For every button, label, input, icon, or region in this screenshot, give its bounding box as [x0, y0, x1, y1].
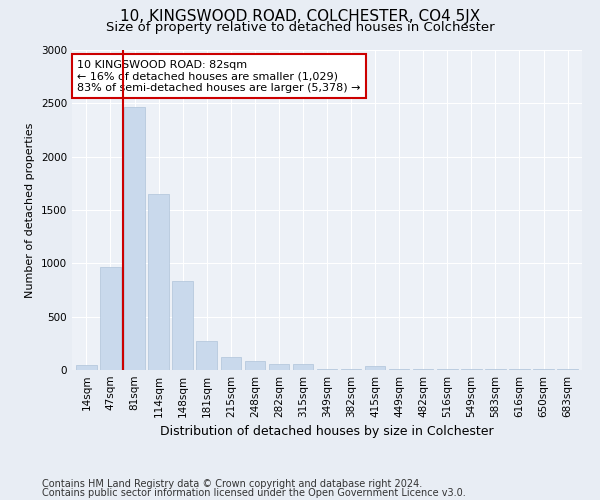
Bar [221, 357, 241, 370]
Bar [269, 364, 289, 370]
Bar [76, 364, 97, 370]
Text: 10 KINGSWOOD ROAD: 82sqm
← 16% of detached houses are smaller (1,029)
83% of sem: 10 KINGSWOOD ROAD: 82sqm ← 16% of detach… [77, 60, 361, 93]
Bar [148, 194, 169, 370]
Y-axis label: Number of detached properties: Number of detached properties [25, 122, 35, 298]
Text: Contains HM Land Registry data © Crown copyright and database right 2024.: Contains HM Land Registry data © Crown c… [42, 479, 422, 489]
Bar [100, 266, 121, 370]
Bar [172, 282, 193, 370]
Text: Contains public sector information licensed under the Open Government Licence v3: Contains public sector information licen… [42, 488, 466, 498]
Bar [293, 364, 313, 370]
Bar [245, 362, 265, 370]
Bar [365, 366, 385, 370]
X-axis label: Distribution of detached houses by size in Colchester: Distribution of detached houses by size … [160, 426, 494, 438]
Bar [124, 106, 145, 370]
Text: 10, KINGSWOOD ROAD, COLCHESTER, CO4 5JX: 10, KINGSWOOD ROAD, COLCHESTER, CO4 5JX [120, 9, 480, 24]
Text: Size of property relative to detached houses in Colchester: Size of property relative to detached ho… [106, 21, 494, 34]
Bar [196, 341, 217, 370]
